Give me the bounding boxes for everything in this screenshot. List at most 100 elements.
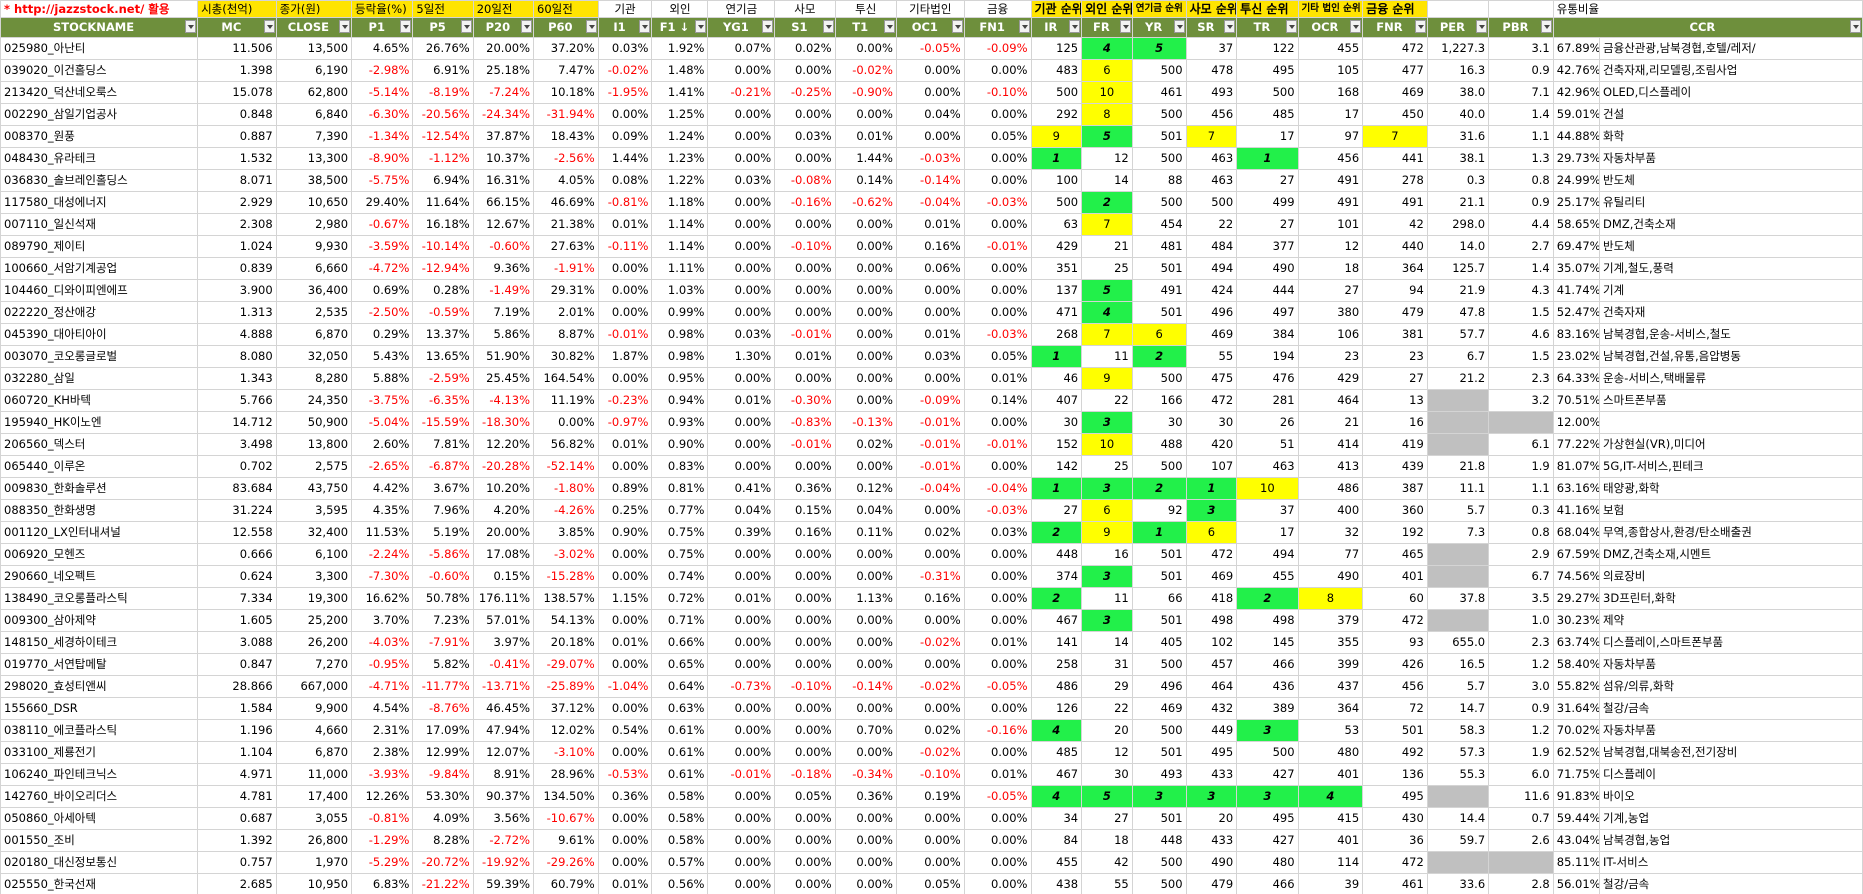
filter-dropdown-icon[interactable] — [1285, 20, 1297, 33]
table-row[interactable]: 009300_삼아제약 1.605 25,200 3.70% 7.23% 57.01% 54… — [0, 609, 1863, 632]
table-row[interactable]: 089790_제이티 1.024 9,930 -3.59% -10.14% -0.60% 2… — [0, 235, 1863, 258]
stock-name-cell[interactable]: 007110_일신석재 — [0, 213, 199, 236]
table-row[interactable]: 019770_서연탑메탈 0.847 7,270 -0.95% 5.82% -0.41% -… — [0, 653, 1863, 676]
table-row[interactable]: 104460_디와이피엔에프 3.900 36,400 0.69% 0.28% -1.49… — [0, 279, 1863, 302]
table-row[interactable]: 008370_원풍 0.887 7,390 -1.34% -12.54% 37.87% 18… — [0, 125, 1863, 148]
table-row[interactable]: 117580_대성에너지 2.929 10,650 29.40% 11.64% 66.15… — [0, 191, 1863, 214]
table-row[interactable]: 007110_일신석재 2.308 2,980 -0.67% 16.18% 12.67% 2… — [0, 213, 1863, 236]
stock-name-cell[interactable]: 195940_HK이노엔 — [0, 411, 199, 434]
filter-dropdown-icon[interactable] — [822, 20, 834, 33]
filter-dropdown-icon[interactable] — [1414, 20, 1426, 33]
table-row[interactable]: 003070_코오롱글로벌 8.080 32,050 5.43% 13.65% 51.90… — [0, 345, 1863, 368]
table-row[interactable]: 032280_삼일 1.343 8,280 5.88% -2.59% 25.45% 164.… — [0, 367, 1863, 390]
table-row[interactable]: 025980_아난티 11.506 13,500 4.65% 26.76% 20.00% 3… — [0, 37, 1863, 60]
stock-name-cell[interactable]: 036830_솔브레인홀딩스 — [0, 169, 199, 192]
table-row[interactable]: 290660_네오펙트 0.624 3,300 -7.30% -0.60% 0.15% -1… — [0, 565, 1863, 588]
table-row[interactable]: 025550_한국선재 2.685 10,950 6.83% -21.22% 59.39%… — [0, 873, 1863, 894]
filter-dropdown-icon[interactable] — [951, 20, 963, 33]
stock-name-cell[interactable]: 006920_모헨즈 — [0, 543, 199, 566]
stock-name-cell[interactable]: 038110_에코플라스틱 — [0, 719, 199, 742]
filter-dropdown-icon[interactable] — [585, 20, 597, 33]
stock-name-cell[interactable]: 065440_이루온 — [0, 455, 199, 478]
filter-dropdown-icon[interactable] — [1850, 20, 1861, 33]
stock-name-cell[interactable]: 117580_대성에너지 — [0, 191, 199, 214]
stock-name-cell[interactable]: 032280_삼일 — [0, 367, 199, 390]
table-row[interactable]: 213420_덕산네오룩스 15.078 62,800 -5.14% -8.19% -7.… — [0, 81, 1863, 104]
stock-name-cell[interactable]: 089790_제이티 — [0, 235, 199, 258]
table-row[interactable]: 148150_세경하이테크 3.088 26,200 -4.03% -7.91% 3.97… — [0, 631, 1863, 654]
table-row[interactable]: 038110_에코플라스틱 1.196 4,660 2.31% 17.09% 47.94%… — [0, 719, 1863, 742]
table-row[interactable]: 195940_HK이노엔 14.712 50,900 -5.04% -15.59% -18… — [0, 411, 1863, 434]
table-row[interactable]: 033100_제룡전기 1.104 6,870 2.38% 12.99% 12.07% -3… — [0, 741, 1863, 764]
stock-name-cell[interactable]: 213420_덕산네오룩스 — [0, 81, 199, 104]
filter-dropdown-icon[interactable] — [695, 20, 707, 33]
stock-name-cell[interactable]: 033100_제룡전기 — [0, 741, 199, 764]
table-row[interactable]: 206560_덱스터 3.498 13,800 2.60% 7.81% 12.20% 56.… — [0, 433, 1863, 456]
filter-dropdown-icon[interactable] — [521, 20, 533, 33]
site-link-label[interactable]: * http://jazzstock.net/ 활용 — [0, 0, 199, 18]
stock-name-cell[interactable]: 025980_아난티 — [0, 37, 199, 60]
stock-name-cell[interactable]: 206560_덱스터 — [0, 433, 199, 456]
table-row[interactable]: 039020_이건홀딩스 1.398 6,190 -2.98% 6.91% 25.18% 7… — [0, 59, 1863, 82]
filter-dropdown-icon[interactable] — [1540, 20, 1552, 33]
stock-name-cell[interactable]: 009830_한화솔루션 — [0, 477, 199, 500]
table-row[interactable]: 100660_서암기계공업 0.839 6,660 -4.72% -12.94% 9.36… — [0, 257, 1863, 280]
stock-name-cell[interactable]: 142760_바이오리더스 — [0, 785, 199, 808]
filter-dropdown-icon[interactable] — [1119, 20, 1131, 33]
table-row[interactable]: 022220_정산애강 1.313 2,535 -2.50% -0.59% 7.19% 2.… — [0, 301, 1863, 324]
table-row[interactable]: 036830_솔브레인홀딩스 8.071 38,500 -5.75% 6.94% 16.3… — [0, 169, 1863, 192]
table-row[interactable]: 006920_모헨즈 0.666 6,100 -2.24% -5.86% 17.08% -3… — [0, 543, 1863, 566]
table-row[interactable]: 001550_조비 1.392 26,800 -1.29% 8.28% -2.72% 9.6… — [0, 829, 1863, 852]
filter-dropdown-icon[interactable] — [1069, 20, 1081, 33]
filter-dropdown-icon[interactable] — [400, 20, 412, 33]
stock-name-cell[interactable]: 106240_파인테크닉스 — [0, 763, 199, 786]
filter-dropdown-icon[interactable] — [1173, 20, 1185, 33]
stock-name-cell[interactable]: 009300_삼아제약 — [0, 609, 199, 632]
table-row[interactable]: 050860_아세아텍 0.687 3,055 -0.81% 4.09% 3.56% -10… — [0, 807, 1863, 830]
stock-name-cell[interactable]: 001550_조비 — [0, 829, 199, 852]
filter-dropdown-icon[interactable] — [460, 20, 472, 33]
table-row[interactable]: 060720_KH바텍 5.766 24,350 -3.75% -6.35% -4.13%… — [0, 389, 1863, 412]
stock-name-cell[interactable]: 088350_한화생명 — [0, 499, 199, 522]
stock-name-cell[interactable]: 148150_세경하이테크 — [0, 631, 199, 654]
table-row[interactable]: 106240_파인테크닉스 4.971 11,000 -3.93% -9.84% 8.91… — [0, 763, 1863, 786]
filter-dropdown-icon[interactable] — [639, 20, 651, 33]
table-row[interactable]: 045390_대아티아이 4.888 6,870 0.29% 13.37% 5.86% 8.… — [0, 323, 1863, 346]
stock-name-cell[interactable]: 100660_서암기계공업 — [0, 257, 199, 280]
stock-name-cell[interactable]: 003070_코오롱글로벌 — [0, 345, 199, 368]
filter-dropdown-icon[interactable] — [1350, 20, 1362, 33]
stock-name-cell[interactable]: 025550_한국선재 — [0, 873, 199, 894]
stock-name-cell[interactable]: 001120_LX인터내셔널 — [0, 521, 199, 544]
stock-name-cell[interactable]: 048430_유라테크 — [0, 147, 199, 170]
table-row[interactable]: 155660_DSR 1.584 9,900 4.54% -8.76% 46.45% 37.… — [0, 697, 1863, 720]
stock-name-cell[interactable]: 104460_디와이피엔에프 — [0, 279, 199, 302]
stock-name-cell[interactable]: 039020_이건홀딩스 — [0, 59, 199, 82]
filter-dropdown-icon[interactable] — [1018, 20, 1030, 33]
filter-dropdown-icon[interactable] — [1224, 20, 1236, 33]
filter-dropdown-icon[interactable] — [263, 20, 275, 33]
stock-name-cell[interactable]: 020180_대신정보통신 — [0, 851, 199, 874]
stock-name-cell[interactable]: 290660_네오펙트 — [0, 565, 199, 588]
stock-name-cell[interactable]: 155660_DSR — [0, 697, 199, 720]
stock-name-cell[interactable]: 022220_정산애강 — [0, 301, 199, 324]
stock-name-cell[interactable]: 045390_대아티아이 — [0, 323, 199, 346]
table-row[interactable]: 298020_효성티앤씨 28.866 667,000 -4.71% -11.77% -1… — [0, 675, 1863, 698]
table-row[interactable]: 142760_바이오리더스 4.781 17,400 12.26% 53.30% 90.3… — [0, 785, 1863, 808]
table-row[interactable]: 002290_삼일기업공사 0.848 6,840 -6.30% -20.56% -24.… — [0, 103, 1863, 126]
filter-dropdown-icon[interactable] — [185, 20, 197, 33]
filter-dropdown-icon[interactable] — [339, 20, 351, 33]
table-row[interactable]: 020180_대신정보통신 0.757 1,970 -5.29% -20.72% -19.… — [0, 851, 1863, 874]
stock-name-cell[interactable]: 008370_원풍 — [0, 125, 199, 148]
table-row[interactable]: 088350_한화생명 31.224 3,595 4.35% 7.96% 4.20% -4.… — [0, 499, 1863, 522]
filter-dropdown-icon[interactable] — [762, 20, 774, 33]
table-row[interactable]: 048430_유라테크 1.532 13,300 -8.90% -1.12% 10.37%… — [0, 147, 1863, 170]
stock-name-cell[interactable]: 060720_KH바텍 — [0, 389, 199, 412]
filter-dropdown-icon[interactable] — [1476, 20, 1488, 33]
stock-name-cell[interactable]: 138490_코오롱플라스틱 — [0, 587, 199, 610]
table-row[interactable]: 138490_코오롱플라스틱 7.334 19,300 16.62% 50.78% 176… — [0, 587, 1863, 610]
table-row[interactable]: 065440_이루온 0.702 2,575 -2.65% -6.87% -20.28% -… — [0, 455, 1863, 478]
stock-name-cell[interactable]: 002290_삼일기업공사 — [0, 103, 199, 126]
table-row[interactable]: 009830_한화솔루션 83.684 43,750 4.42% 3.67% 10.20%… — [0, 477, 1863, 500]
stock-name-cell[interactable]: 298020_효성티앤씨 — [0, 675, 199, 698]
stock-name-cell[interactable]: 050860_아세아텍 — [0, 807, 199, 830]
